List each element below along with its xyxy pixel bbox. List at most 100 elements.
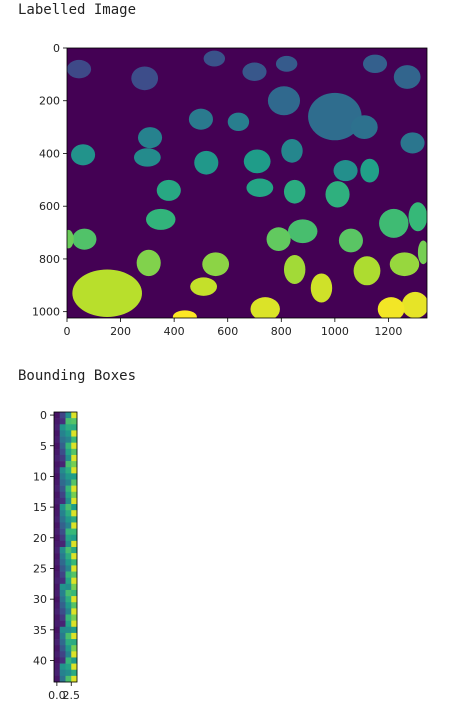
bbox-cell <box>54 522 61 529</box>
bbox-cell <box>54 589 61 597</box>
bbox-cell <box>71 430 78 437</box>
bbox-cell <box>59 651 66 658</box>
bbox-cell <box>59 608 66 615</box>
bbox-cell <box>71 522 78 529</box>
bbox-cell <box>54 467 61 474</box>
bbox-cell <box>65 510 72 517</box>
bbox-cell <box>71 559 78 566</box>
bbox-cell <box>59 454 66 462</box>
bbox-cell <box>59 571 66 578</box>
bbox-cell <box>54 663 61 671</box>
y-tick-label: 10 <box>33 470 47 483</box>
bbox-cell <box>71 510 78 517</box>
x-tick-label: 400 <box>164 325 185 338</box>
bbox-cell <box>54 669 61 677</box>
bbox-cell <box>65 528 72 536</box>
label-region-43 <box>250 297 280 318</box>
bbox-cell <box>71 553 78 560</box>
bbox-cell <box>59 669 66 677</box>
bbox-cell <box>65 553 72 560</box>
bbox-cell <box>59 412 66 419</box>
x-tick-label: 800 <box>271 325 292 338</box>
bbox-cell <box>59 547 66 554</box>
bbox-cell <box>71 442 78 450</box>
bbox-cell <box>54 436 61 443</box>
y-tick-label: 20 <box>33 532 47 545</box>
label-region-12 <box>188 108 213 130</box>
labelled-regions <box>67 50 427 318</box>
bbox-cell <box>65 669 72 677</box>
bbox-cell <box>59 461 66 468</box>
bbox-cell <box>71 602 78 609</box>
label-region-41 <box>190 277 218 296</box>
bbox-cell <box>54 461 61 468</box>
bbox-cell <box>54 608 61 615</box>
bbox-cell <box>71 534 78 542</box>
label-region-10 <box>350 115 378 139</box>
bbox-cell <box>65 467 72 474</box>
label-region-5 <box>275 55 298 72</box>
bbox-cell <box>59 602 66 609</box>
bbox-cell <box>65 632 72 640</box>
x-tick-label: 200 <box>110 325 131 338</box>
bbox-cell <box>71 547 78 554</box>
bbox-cell <box>59 626 66 634</box>
bbox-cell <box>54 583 61 591</box>
bbox-cell <box>65 436 72 443</box>
bbox-cell <box>59 430 66 437</box>
labelled-image-plot: 0 200 400 600 800 1000 1200 0 200 400 600 800 1000 <box>32 42 428 338</box>
bbox-cell <box>71 663 78 671</box>
bbox-cell <box>54 626 61 634</box>
bbox-cell <box>54 540 61 548</box>
label-region-26 <box>146 208 176 230</box>
bbox-cell <box>65 565 72 572</box>
label-region-1 <box>67 59 92 79</box>
bbox-cell <box>65 454 72 462</box>
bbox-cell <box>65 657 72 664</box>
bbox-cell <box>65 602 72 609</box>
label-region-7 <box>393 65 421 89</box>
bbox-cell <box>65 577 72 585</box>
y-tick-label: 35 <box>33 624 47 637</box>
bbox-cell <box>65 479 72 486</box>
bbox-cell <box>71 645 78 652</box>
label-region-45 <box>377 297 405 318</box>
bbox-cell <box>71 418 78 425</box>
bounding-boxes-frame <box>53 411 78 683</box>
labelled-image-frame <box>66 47 428 319</box>
bbox-cell <box>59 418 66 425</box>
bbox-cell <box>54 442 61 450</box>
bbox-cell <box>71 565 78 572</box>
bbox-cell <box>59 632 66 640</box>
label-region-15 <box>281 138 303 163</box>
label-region-40 <box>72 269 142 317</box>
label-region-25 <box>325 181 350 208</box>
bbox-cell <box>65 608 72 615</box>
bounding-boxes-y-axis: 0 5 10 15 20 25 30 35 40 <box>33 409 54 668</box>
bbox-cell <box>65 559 72 566</box>
bbox-cell <box>71 577 78 585</box>
label-region-18 <box>71 144 96 166</box>
y-tick-label: 200 <box>39 95 60 108</box>
bbox-cell <box>59 583 66 591</box>
bounding-boxes-x-axis: 0.02.5 <box>48 682 80 702</box>
bbox-cell <box>71 632 78 640</box>
bbox-cell <box>54 510 61 517</box>
bbox-cell <box>65 448 72 456</box>
bbox-cell <box>65 534 72 542</box>
bbox-cell <box>71 473 78 480</box>
label-region-39 <box>353 256 381 286</box>
bbox-cell <box>59 522 66 529</box>
label-region-2 <box>131 66 159 91</box>
bbox-cell <box>59 534 66 542</box>
bbox-cell <box>54 491 61 499</box>
bbox-cell <box>71 626 78 634</box>
bbox-cell <box>71 454 78 462</box>
bbox-cell <box>71 424 78 431</box>
label-region-23 <box>156 179 181 201</box>
bbox-cell <box>71 651 78 658</box>
y-tick-label: 600 <box>39 200 60 213</box>
bbox-cell <box>65 461 72 468</box>
bbox-cell <box>59 620 66 628</box>
y-tick-label: 800 <box>39 253 60 266</box>
